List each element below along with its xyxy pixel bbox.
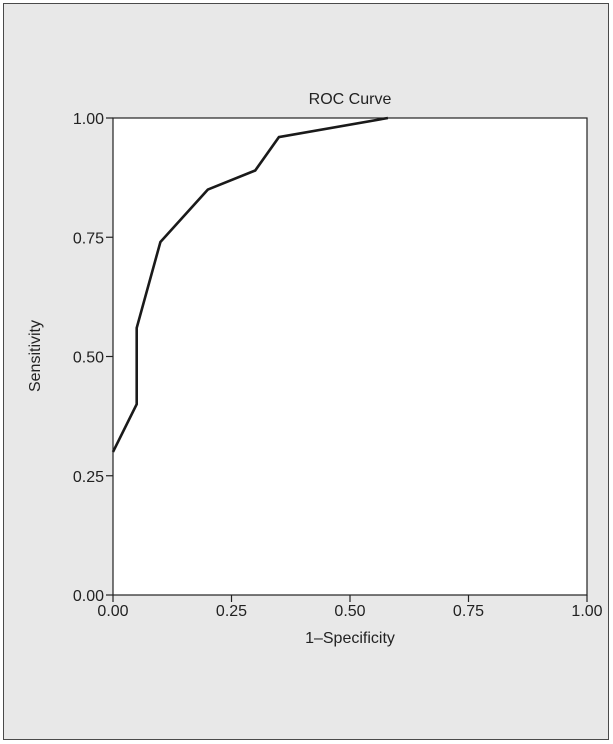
- y-tick-label: 1.00: [73, 111, 104, 128]
- x-tick-label: 0.25: [216, 603, 247, 620]
- y-tick-label: 0.75: [73, 230, 104, 247]
- plot-frame: [112, 117, 588, 596]
- x-tick-label: 1.00: [571, 603, 602, 620]
- chart-title: ROC Curve: [309, 91, 392, 108]
- y-axis: 0.00 0.25 0.50 0.75 1.00: [73, 111, 113, 605]
- x-tick-label: 0.00: [97, 603, 128, 620]
- plot-area: [112, 117, 588, 596]
- roc-curve-line: [111, 116, 389, 453]
- y-tick-label: 0.00: [73, 588, 104, 605]
- x-axis: 0.00 0.25 0.50 0.75 1.00: [97, 595, 603, 620]
- x-tick-label: 0.50: [334, 603, 365, 620]
- x-axis-title: 1–Specificity: [305, 630, 395, 647]
- series-layer: [111, 116, 389, 453]
- y-tick-label: 0.50: [73, 350, 104, 367]
- y-tick-label: 0.25: [73, 469, 104, 486]
- x-tick-label: 0.75: [453, 603, 484, 620]
- y-axis-title: Sensitivity: [27, 320, 44, 392]
